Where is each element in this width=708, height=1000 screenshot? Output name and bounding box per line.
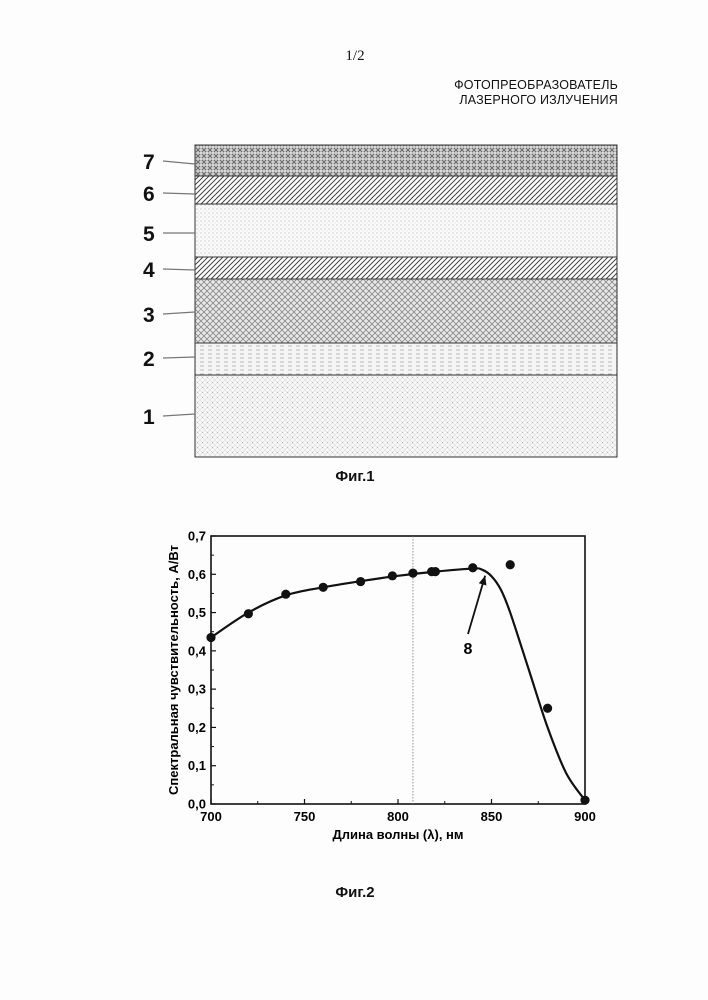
annotation-arrowhead — [479, 576, 487, 586]
layer-label-5: 5 — [143, 223, 155, 246]
y-tick-label: 0,4 — [188, 643, 207, 658]
layer-1 — [195, 375, 617, 457]
layer-label-2: 2 — [143, 348, 155, 371]
layer-label-3: 3 — [143, 304, 155, 327]
fit-line — [211, 568, 585, 800]
layer-label-4: 4 — [143, 259, 155, 282]
spectral-response-chart: 7007508008509000,00,10,20,30,40,50,60,7 … — [0, 500, 708, 860]
layer-label-7: 7 — [143, 151, 155, 174]
data-point — [580, 796, 589, 805]
y-tick-label: 0,6 — [188, 567, 206, 582]
layer-label-1: 1 — [143, 406, 155, 429]
data-point — [356, 577, 365, 586]
layer-7 — [195, 145, 617, 176]
x-tick-label: 800 — [387, 809, 409, 824]
data-point — [319, 583, 328, 592]
layer-callouts — [163, 161, 195, 416]
figure2-caption: Фиг.2 — [300, 884, 410, 901]
y-tick-label: 0,7 — [188, 529, 206, 544]
layer-label-6: 6 — [143, 183, 155, 206]
data-point — [244, 609, 253, 618]
layer-5 — [195, 204, 617, 257]
x-tick-label: 900 — [574, 809, 596, 824]
data-point — [543, 704, 552, 713]
layer-2 — [195, 343, 617, 375]
data-point — [468, 563, 477, 572]
layer-3 — [195, 279, 617, 343]
data-point — [431, 567, 440, 576]
x-axis-label: Длина волны (λ), нм — [332, 827, 463, 842]
y-tick-label: 0,5 — [188, 605, 206, 620]
data-point — [408, 569, 417, 578]
layer-4 — [195, 257, 617, 279]
y-tick-label: 0,0 — [188, 797, 206, 812]
figure1-layer-diagram: 7 6 5 4 3 2 1 — [0, 0, 708, 470]
annotation-label-8: 8 — [464, 641, 473, 658]
data-point — [506, 560, 515, 569]
y-tick-label: 0,1 — [188, 758, 206, 773]
y-axis-label: Спектральная чувствительность, А/Вт — [166, 545, 181, 795]
x-tick-label: 750 — [294, 809, 316, 824]
layer-6 — [195, 176, 617, 204]
figure1-caption: Фиг.1 — [300, 468, 410, 485]
data-point — [206, 633, 215, 642]
data-point — [281, 590, 290, 599]
y-tick-label: 0,2 — [188, 720, 206, 735]
y-tick-label: 0,3 — [188, 682, 206, 697]
x-tick-label: 850 — [481, 809, 503, 824]
annotation-arrow-line — [468, 576, 485, 634]
data-point — [388, 571, 397, 580]
